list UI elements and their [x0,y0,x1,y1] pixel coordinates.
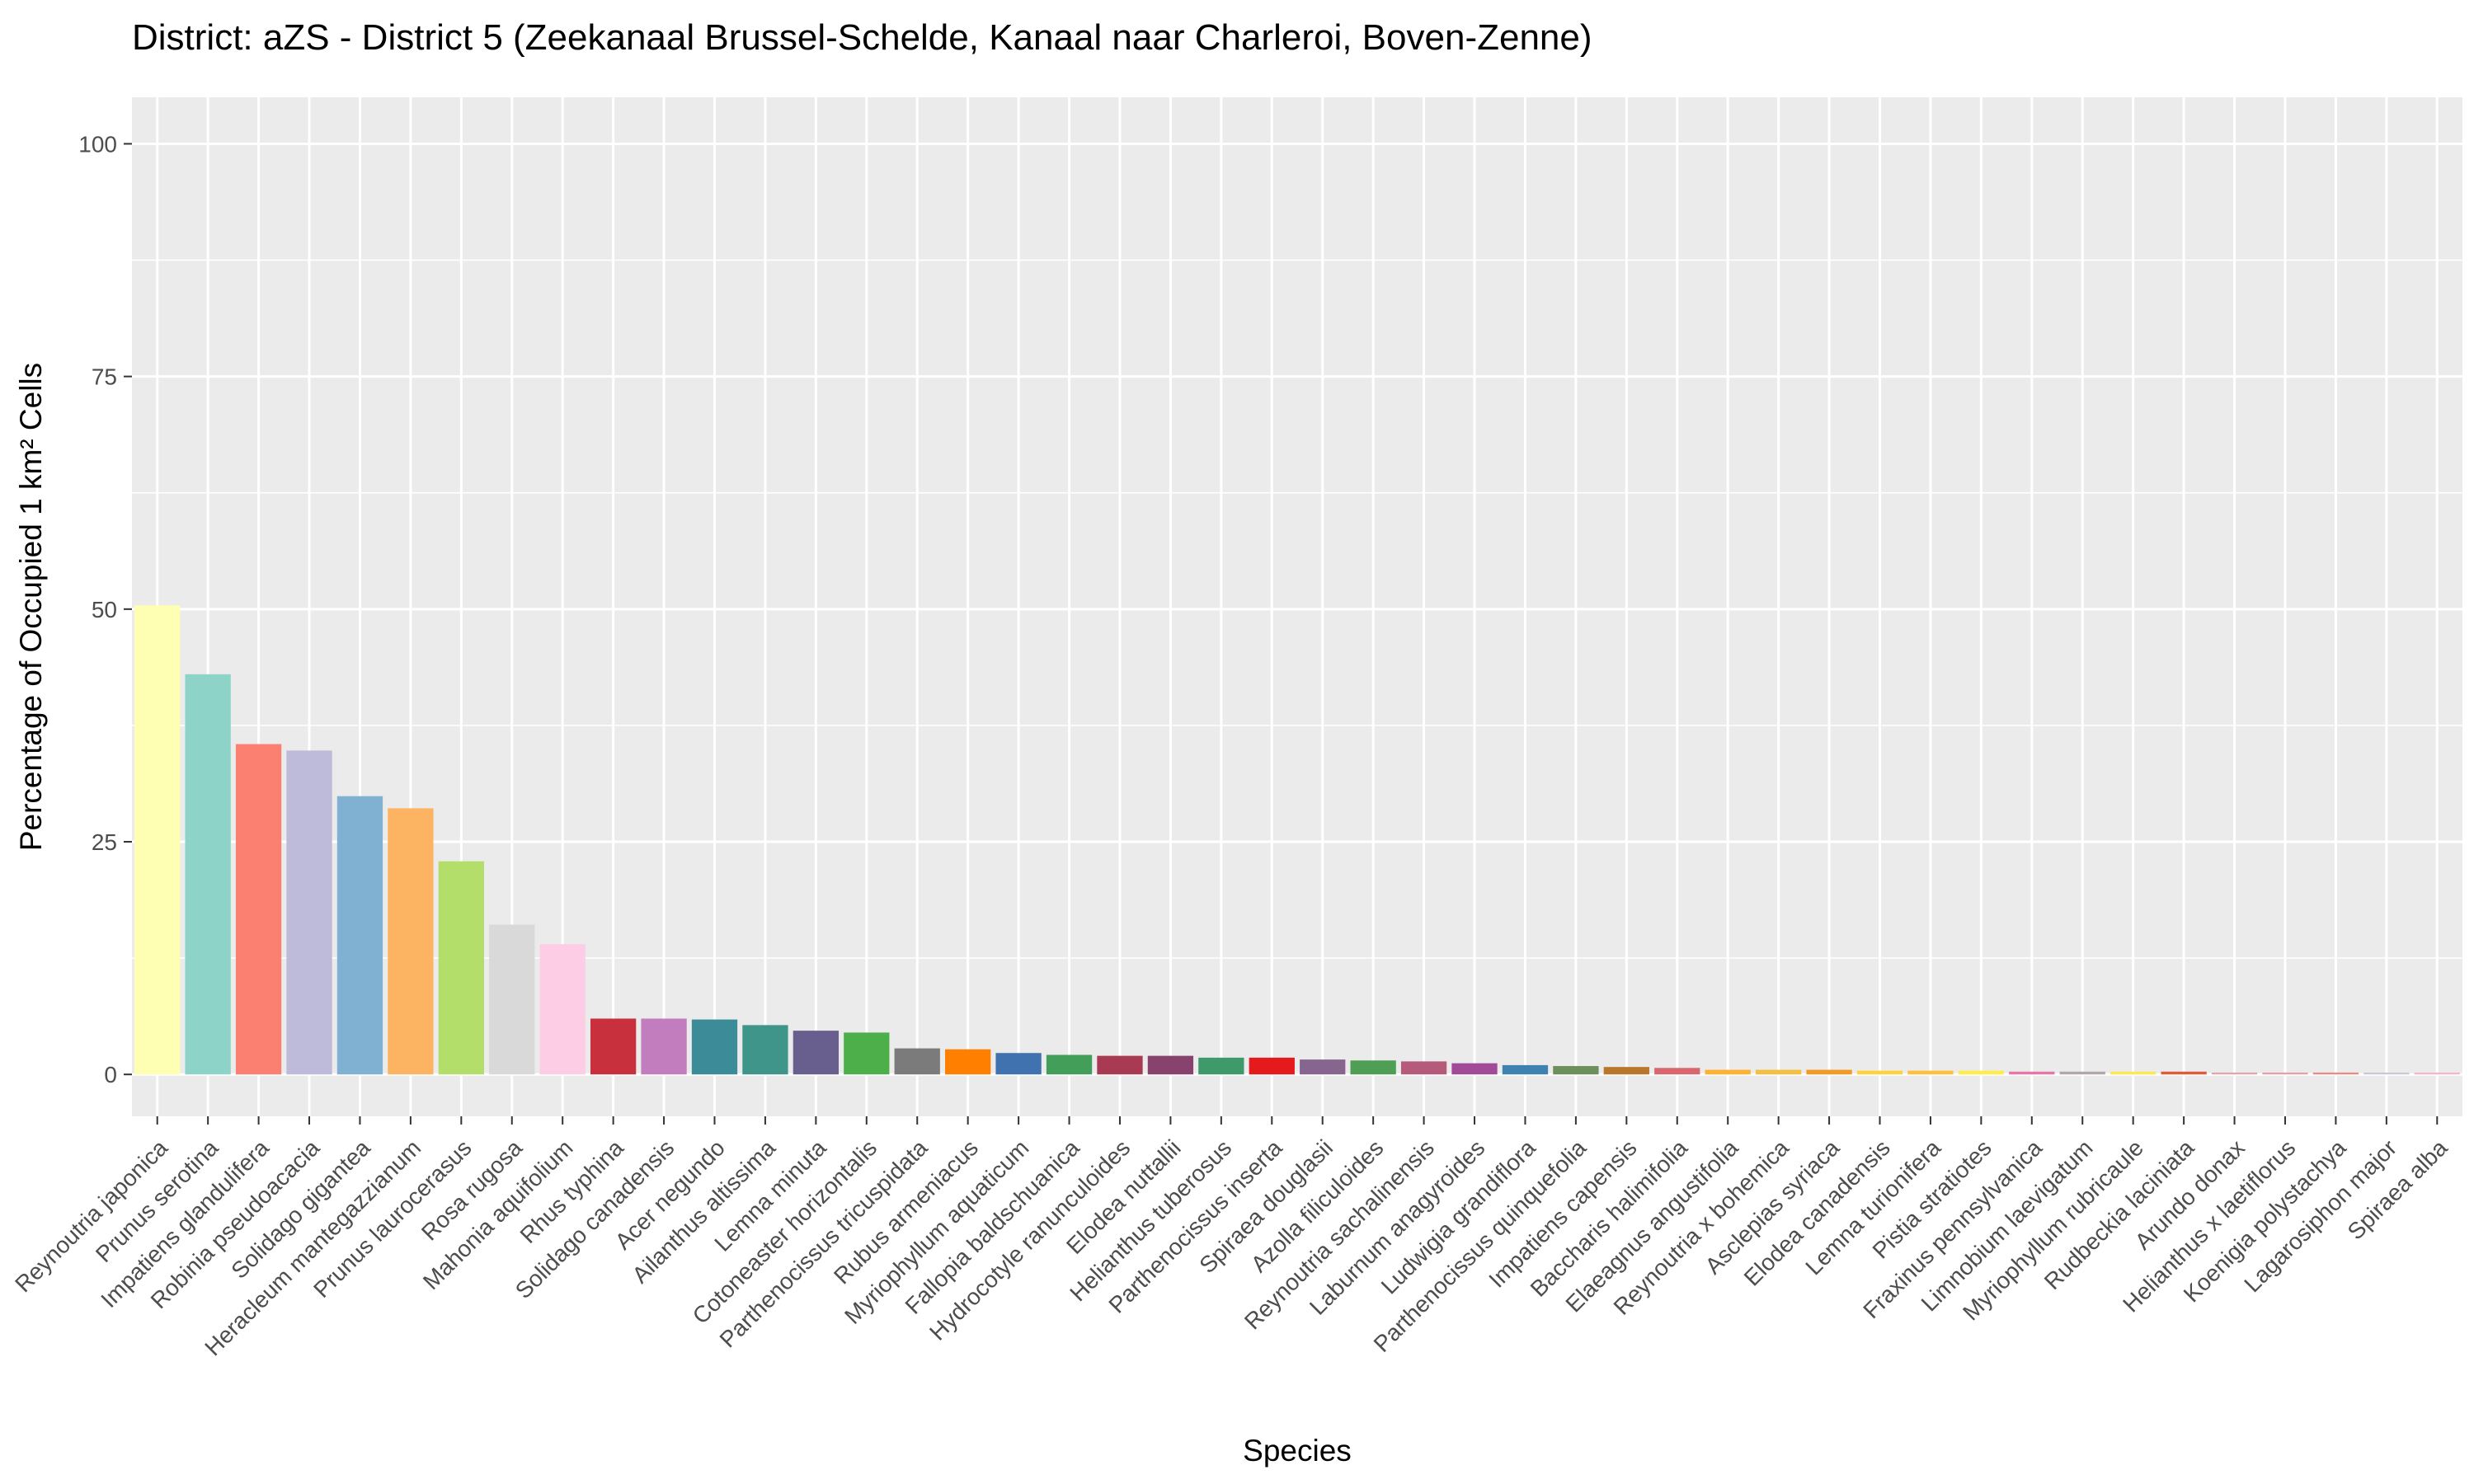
bar [286,750,332,1075]
bar [1198,1057,1244,1075]
bar [1350,1060,1396,1075]
bar [2312,1072,2359,1075]
bar [438,861,484,1075]
chart-title: District: aZS - District 5 (Zeekanaal Br… [132,17,1592,58]
bar [2009,1071,2055,1075]
bar [945,1049,991,1075]
bars [134,605,2460,1075]
bar [1046,1054,1093,1075]
bar [2110,1071,2157,1075]
y-tick-label: 100 [78,131,117,157]
bar [1451,1063,1498,1075]
bar [691,1019,738,1075]
bar [1755,1069,1802,1075]
y-tick-label: 75 [92,364,117,390]
bar [2414,1072,2460,1075]
bar [844,1032,890,1075]
bar [793,1031,840,1075]
bar [2211,1072,2258,1075]
bar [1856,1070,1903,1075]
bar [185,674,231,1075]
bar [1603,1067,1649,1075]
bar [1553,1066,1599,1075]
bar [894,1048,940,1075]
bar [336,796,383,1075]
bar [641,1018,687,1075]
bar [1958,1070,2005,1075]
bar [1400,1061,1447,1075]
bar [1097,1055,1143,1075]
bar [995,1053,1042,1075]
y-tick-label: 0 [104,1062,117,1087]
bar [1147,1055,1194,1075]
bar [1806,1069,1852,1075]
bar [388,808,434,1075]
y-tick-label: 50 [92,597,117,622]
y-axis: 0 25 50 75 100 [78,131,132,1087]
y-tick-label: 25 [92,829,117,855]
bar [2262,1072,2308,1075]
x-axis-title: Species [1243,1434,1352,1468]
bar [134,605,181,1075]
bar [742,1025,788,1075]
bar [1249,1057,1295,1075]
bar [2161,1071,2207,1075]
bar [539,944,586,1075]
bar [1907,1070,1954,1075]
bar [235,744,282,1075]
bar [590,1018,637,1075]
y-axis-title: Percentage of Occupied 1 km² Cells [14,363,48,851]
bar [1705,1069,1751,1075]
bar [2059,1071,2105,1075]
bar [489,924,535,1075]
bar [1300,1059,1346,1075]
bar [1502,1064,1549,1075]
bar [2363,1072,2410,1075]
bar [1654,1068,1700,1075]
